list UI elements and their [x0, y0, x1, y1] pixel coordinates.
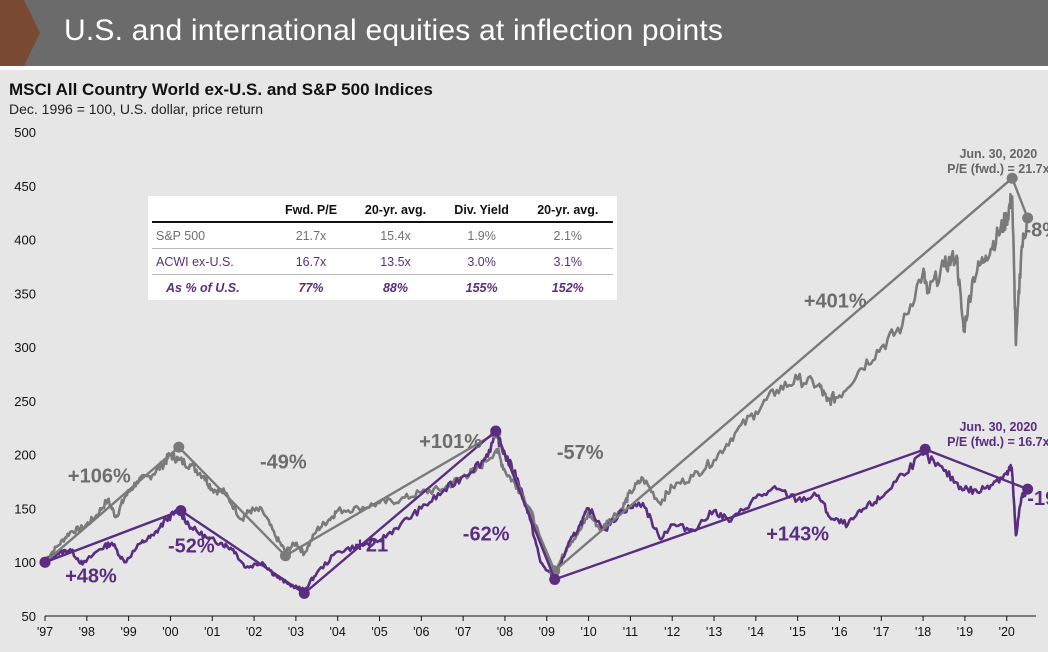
- chart-axes: 500 450 400 350 300 250 200 150 100 50'97 '98 '99 '0…: [14, 125, 1036, 639]
- acwi-line: [43, 431, 1029, 592]
- sp500-move-label: +101%: [419, 431, 482, 453]
- y-tick-label: 300: [14, 340, 36, 355]
- table-header-label: [152, 200, 272, 223]
- acwi-turning-point: [298, 587, 310, 599]
- sp500-move-label: -8%: [1024, 219, 1048, 241]
- table-row: ACWI ex-U.S. 16.7x 13.5x 3.0% 3.1%: [152, 248, 613, 275]
- table-header-yield-avg: 20-yr. avg.: [522, 200, 613, 223]
- y-tick-label: 200: [14, 448, 36, 463]
- y-tick-label: 250: [14, 394, 36, 409]
- sp500-turning-point: [1022, 212, 1034, 224]
- x-tick-label: '20: [999, 625, 1015, 639]
- table-cell: 88%: [382, 280, 408, 295]
- sp500-move-label: +106%: [68, 466, 131, 488]
- sp500-move-label: -57%: [557, 442, 604, 464]
- acwi-trendline: [44, 429, 1029, 595]
- y-tick-label: 50: [22, 609, 36, 624]
- sp500-turning-point: [173, 441, 185, 453]
- x-tick-label: '03: [288, 625, 304, 639]
- table-cell: 77%: [298, 280, 324, 295]
- x-tick-label: '10: [580, 625, 596, 639]
- x-tick-label: '17: [873, 625, 889, 639]
- x-tick-label: '09: [539, 625, 555, 639]
- sp500-move-label: +401%: [804, 290, 867, 312]
- table-row: As % of U.S. 77% 88% 155% 152%: [152, 275, 613, 301]
- x-tick-label: '02: [246, 625, 262, 639]
- x-tick-label: '14: [748, 625, 764, 639]
- table-cell: 152%: [551, 280, 584, 295]
- acwi-move-label: +21: [354, 534, 388, 556]
- x-tick-label: '16: [831, 625, 847, 639]
- table-cell: 13.5x: [350, 248, 441, 275]
- y-tick-label: 450: [14, 179, 36, 194]
- x-tick-label: '11: [623, 625, 638, 639]
- acwi-turning-point: [175, 505, 187, 517]
- table-cell: 2.1%: [522, 222, 613, 249]
- valuation-table: Fwd. P/E 20-yr. avg. Div. Yield 20-yr. a…: [148, 196, 617, 300]
- table-header-pe-avg: 20-yr. avg.: [350, 200, 441, 223]
- acwi-turning-point: [919, 443, 931, 455]
- x-tick-label: '06: [413, 625, 429, 639]
- x-tick-label: '04: [330, 625, 346, 639]
- sp500-move-label: -49%: [260, 452, 307, 474]
- table-cell: 1.9%: [440, 222, 523, 249]
- x-tick-label: '99: [120, 625, 136, 639]
- x-tick-label: '97: [37, 625, 53, 639]
- sp500-pe-note: P/E (fwd.) = 21.7x: [947, 162, 1048, 176]
- acwi-move-label: -52%: [168, 536, 215, 558]
- table-cell: 155%: [465, 280, 498, 295]
- table-cell: 3.1%: [522, 248, 613, 275]
- table-cell: As % of U.S.: [166, 280, 240, 295]
- x-tick-label: '07: [455, 625, 471, 639]
- acwi-move-label: +143%: [766, 524, 829, 546]
- table-cell: 16.7x: [271, 248, 351, 275]
- sp500-date-note: Jun. 30, 2020: [959, 147, 1037, 161]
- banner-chevron-icon: [0, 0, 40, 66]
- y-tick-label: 100: [14, 555, 36, 570]
- table-header-div-yield: Div. Yield: [440, 200, 523, 223]
- table-header-fwd-pe: Fwd. P/E: [271, 200, 351, 223]
- header-banner: [0, 0, 1048, 66]
- x-tick-label: '19: [957, 625, 973, 639]
- acwi-move-label: +48%: [65, 566, 117, 588]
- y-tick-label: 500: [14, 125, 36, 140]
- table-cell: 15.4x: [350, 222, 441, 249]
- acwi-turning-point: [1022, 483, 1034, 495]
- y-tick-label: 350: [14, 286, 36, 301]
- x-tick-label: '08: [497, 625, 513, 639]
- page-title: U.S. and international equities at infle…: [64, 14, 724, 47]
- acwi-pe-note: P/E (fwd.) = 16.7x: [947, 435, 1048, 449]
- acwi-turning-point: [549, 573, 561, 585]
- x-tick-label: '13: [706, 625, 722, 639]
- table-cell: 3.0%: [440, 248, 523, 275]
- chart-title: MSCI All Country World ex-U.S. and S&P 5…: [9, 80, 433, 99]
- x-tick-label: '05: [371, 625, 387, 639]
- x-tick-label: '01: [204, 625, 220, 639]
- chart-trendlines: [39, 172, 1034, 599]
- table-cell: 21.7x: [271, 222, 351, 249]
- x-tick-label: '18: [915, 625, 931, 639]
- chart-annotations: +106% -49% +101% -57% +401% -8% +48% -52% +21 -62…: [65, 147, 1048, 588]
- y-tick-label: 400: [14, 233, 36, 248]
- x-tick-label: '15: [790, 625, 806, 639]
- sp500-turning-point: [1006, 172, 1018, 184]
- acwi-move-label: -19%: [1027, 488, 1048, 510]
- table-cell: S&P 500: [152, 222, 272, 249]
- x-tick-label: '98: [79, 625, 95, 639]
- y-tick-label: 150: [14, 501, 36, 516]
- x-tick-label: '00: [162, 625, 178, 639]
- x-tick-label: '12: [664, 625, 680, 639]
- acwi-turning-point: [490, 425, 502, 437]
- chart-subtitle: Dec. 1996 = 100, U.S. dollar, price retu…: [9, 101, 264, 117]
- acwi-date-note: Jun. 30, 2020: [959, 420, 1037, 434]
- table-row: S&P 500 21.7x 15.4x 1.9% 2.1%: [152, 222, 613, 249]
- sp500-turning-point: [279, 550, 291, 562]
- acwi-turning-point: [39, 556, 51, 568]
- acwi-move-label: -62%: [463, 524, 510, 546]
- table-cell: ACWI ex-U.S.: [152, 248, 272, 275]
